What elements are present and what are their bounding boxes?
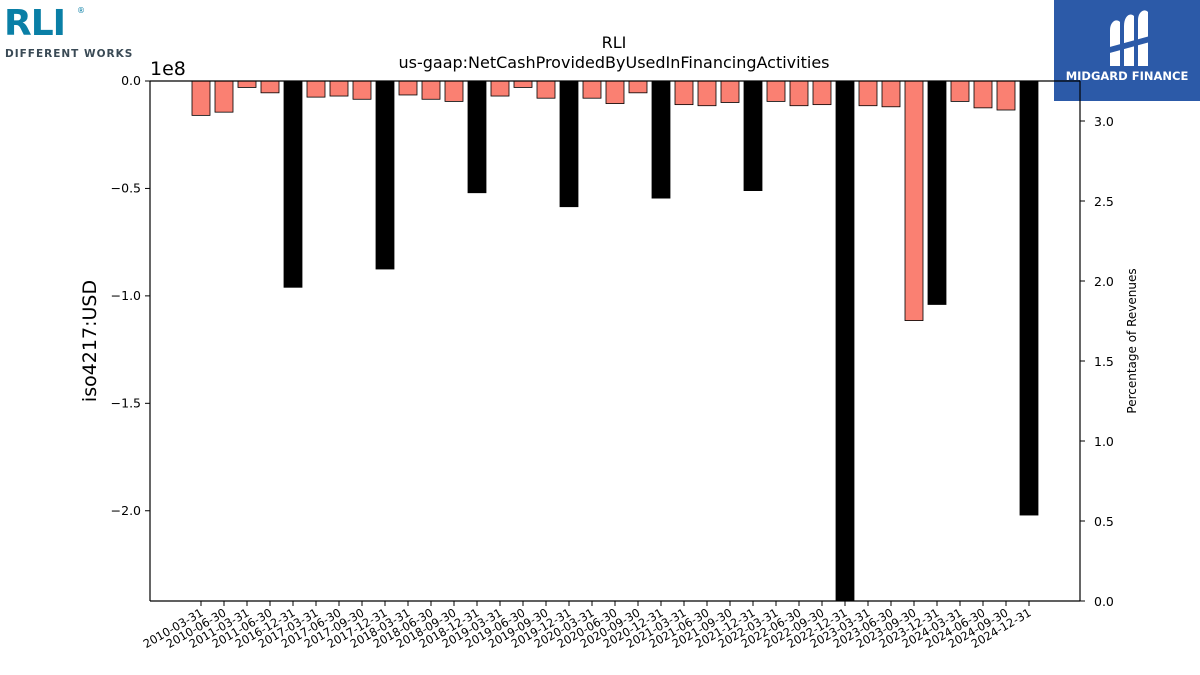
bar-2018-03-31: [398, 80, 418, 96]
y-tick-label: 0.0: [121, 73, 141, 88]
bar-2017-06-30: [329, 80, 349, 97]
bar-2024-09-30: [996, 80, 1016, 111]
rli-wordmark: RLI: [4, 3, 66, 44]
bar-2020-03-31: [582, 80, 602, 99]
midgard-finance-name: MIDGARD FINANCE: [1065, 69, 1189, 83]
bar-2024-12-31: [1019, 80, 1039, 516]
y2-tick-label: 2.0: [1094, 274, 1114, 289]
bar-2023-03-31: [858, 80, 878, 107]
y2-tick-label: 1.5: [1094, 354, 1114, 369]
bar-2018-12-31: [467, 80, 487, 194]
bar-2016-12-31: [283, 80, 303, 288]
chart-title: RLI: [602, 33, 627, 52]
bar-2022-06-30: [789, 80, 809, 107]
y2-tick-label: 3.0: [1094, 114, 1114, 129]
bar-2019-03-31: [490, 80, 510, 97]
y2-tick-label: 2.5: [1094, 194, 1114, 209]
bar-2020-06-30: [605, 80, 625, 104]
bar-2021-03-31: [674, 80, 694, 106]
registered-mark: ®: [77, 6, 85, 15]
y2-tick-label: 0.0: [1094, 594, 1114, 609]
bar-2021-12-31: [743, 80, 763, 191]
bar-2021-09-30: [720, 80, 740, 103]
bar-2020-09-30: [628, 80, 648, 94]
bar-2019-09-30: [536, 80, 556, 99]
x-axis-ticks: 2010-03-312010-06-302011-03-312011-06-30…: [141, 601, 1034, 651]
y2-tick-label: 1.0: [1094, 434, 1114, 449]
y-axis-offset-label: 1e8: [150, 58, 186, 80]
bar-2017-12-31: [375, 80, 395, 270]
bar-2010-03-31: [191, 80, 211, 116]
midgard-finance-logo: MIDGARD FINANCE: [1054, 0, 1200, 101]
midgard-emblem-icon: [1106, 10, 1150, 67]
bar-2023-09-30: [904, 80, 924, 321]
secondary-y-axis-label: Percentage of Revenues: [1125, 268, 1139, 413]
secondary-y-axis-ticks: 0.0 0.5 1.0 1.5 2.0 2.5 3.0: [1080, 114, 1114, 609]
bar-2019-12-31: [559, 80, 579, 208]
bar-2024-03-31: [950, 80, 970, 102]
bar-2023-06-30: [881, 80, 901, 108]
rli-logo: RLI ® DIFFERENT WORKS: [4, 3, 134, 61]
y-tick-label: −1.5: [111, 395, 141, 410]
bar-series: [191, 80, 1039, 602]
y-tick-label: −2.0: [111, 503, 141, 518]
bar-2018-06-30: [421, 80, 441, 100]
bar-2018-09-30: [444, 80, 464, 102]
bar-2019-06-30: [513, 80, 533, 88]
bar-2017-03-31: [306, 80, 326, 98]
bar-2020-12-31: [651, 80, 671, 199]
bar-2022-09-30: [812, 80, 832, 106]
chart-subtitle: us-gaap:NetCashProvidedByUsedInFinancing…: [398, 53, 829, 72]
bar-2021-06-30: [697, 80, 717, 107]
y-tick-label: −0.5: [111, 180, 141, 195]
y2-tick-label: 0.5: [1094, 514, 1114, 529]
y-axis-label: iso4217:USD: [79, 280, 101, 402]
bar-2022-12-31: [835, 80, 855, 602]
bar-2022-03-31: [766, 80, 786, 102]
y-axis-ticks: 0.0 −0.5 −1.0 −1.5 −2.0: [111, 73, 150, 518]
bar-2023-12-31: [927, 80, 947, 305]
y-tick-label: −1.0: [111, 288, 141, 303]
bar-2011-06-30: [260, 80, 280, 94]
bar-2010-06-30: [214, 80, 234, 113]
bar-2011-03-31: [237, 80, 257, 88]
bar-2017-09-30: [352, 80, 372, 100]
rli-tagline: DIFFERENT WORKS: [5, 48, 134, 60]
bar-2024-06-30: [973, 80, 993, 109]
